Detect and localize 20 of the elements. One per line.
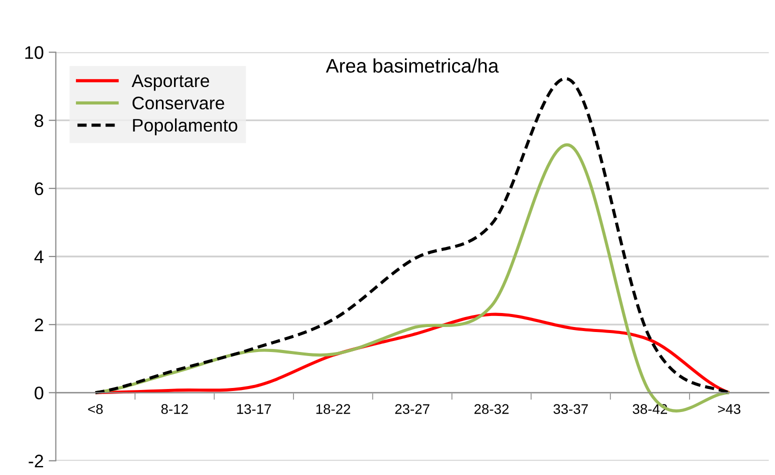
chart-title: Area basimetrica/ha (326, 58, 499, 73)
y-tick-label: -2 (28, 454, 44, 468)
x-tick-label: 33-37 (554, 404, 588, 414)
y-tick-label: 4 (34, 250, 44, 264)
y-tick-label: 2 (34, 318, 44, 332)
x-tick-label: 18-22 (316, 404, 350, 414)
x-tick-label: 38-42 (632, 404, 668, 414)
y-tick-label: 10 (25, 46, 44, 59)
x-tick-label: 23-27 (395, 404, 430, 414)
y-tick-label: 6 (34, 182, 44, 196)
x-tick-label: <8 (88, 404, 103, 414)
legend-label: Conservare (132, 96, 224, 110)
x-tick-label: >43 (718, 404, 740, 414)
legend-label: Popolamento (133, 118, 238, 136)
x-tick-label: 8-12 (161, 404, 188, 414)
x-tick-label: 28-32 (474, 404, 509, 414)
x-tick-label: 13-17 (237, 404, 271, 414)
y-tick-label: 0 (34, 386, 44, 400)
y-tick-label: 8 (34, 114, 44, 128)
legend-label: Asportare (132, 74, 210, 91)
